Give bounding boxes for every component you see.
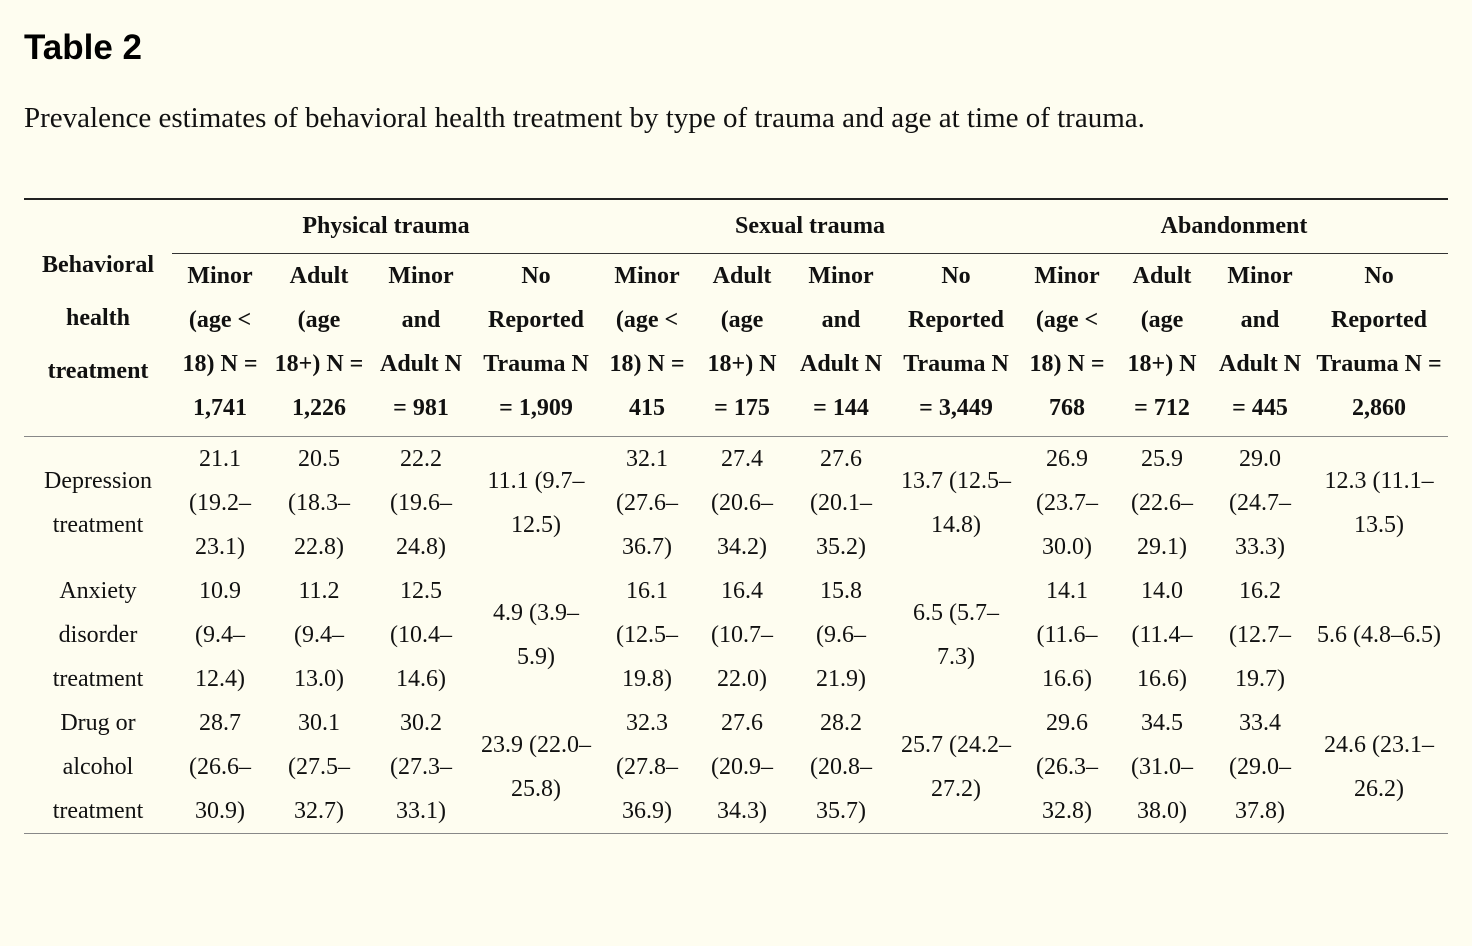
table-cell: 4.9 (3.9–5.9) (493, 600, 579, 670)
table-cell: 6.5 (5.7–7.3) (913, 600, 1000, 670)
table-cell: 16.2 (12.7–19.7) (1229, 578, 1292, 692)
table-cell: 15.8 (9.6–21.9) (816, 578, 867, 692)
table-cell: 34.5 (31.0–38.0) (1114, 701, 1211, 834)
sub-header-row: Minor (age < 18) N = 1,741 Adult (age 18… (24, 253, 1449, 437)
col-header: Adult (age 18+) N = 1,226 (268, 253, 370, 437)
table-cell: 11.2 (9.4–13.0) (294, 578, 344, 692)
group-header-sexual-trauma: Sexual trauma (600, 199, 1021, 254)
row-label: Anxiety disorder treatment (52, 578, 144, 692)
row-label: Drug or alcohol treatment (24, 701, 172, 834)
table-cell: 28.2 (20.8–35.7) (790, 701, 893, 834)
table-cell: 27.4 (20.6–34.2) (711, 446, 774, 560)
prevalence-table: Behavioral health treatment Physical tra… (24, 198, 1449, 834)
table-cell: 14.1 (11.6–16.6) (1036, 578, 1098, 692)
row-label: Depression treatment (44, 468, 152, 538)
table-cell: 25.7 (24.2–27.2) (892, 701, 1021, 834)
table-cell: 24.6 (23.1–26.2) (1310, 701, 1449, 834)
table-cell: 32.3 (27.8–36.9) (600, 701, 695, 834)
table-row: Depression treatment 21.1 (19.2–23.1) 20… (24, 437, 1448, 570)
table-cell: 10.9 (9.4–12.4) (195, 578, 245, 692)
table-cell: 33.4 (29.0–37.8) (1210, 701, 1311, 834)
table-cell: 25.9 (22.6–29.1) (1131, 446, 1194, 560)
col-header: Minor and Adult N = 981 (370, 253, 472, 437)
table-cell: 11.1 (9.7–12.5) (487, 468, 585, 538)
col-header: Minor (age < 18) N = 768 (1020, 253, 1115, 437)
group-header-abandonment: Abandonment (1020, 199, 1449, 254)
table-row: Anxiety disorder treatment 10.9 (9.4–12.… (24, 569, 1448, 701)
col-header: Minor and Adult N = 445 (1210, 253, 1311, 437)
table-cell: 23.9 (22.0–25.8) (472, 701, 601, 834)
table-cell: 28.7 (26.6–30.9) (172, 701, 268, 834)
table-cell: 12.3 (11.1–13.5) (1324, 468, 1434, 538)
table-cell: 21.1 (19.2–23.1) (189, 446, 251, 560)
col-header: No Reported Trauma N = 2,860 (1310, 253, 1449, 437)
table-cell: 13.7 (12.5–14.8) (901, 468, 1012, 538)
table-cell: 30.2 (27.3–33.1) (370, 701, 472, 834)
table-row: Drug or alcohol treatment 28.7 (26.6–30.… (24, 701, 1449, 834)
col-header: Minor (age < 18) N = 415 (600, 253, 695, 437)
table-cell: 14.0 (11.4–16.6) (1131, 578, 1193, 692)
table-cell: 12.5 (10.4–14.6) (390, 578, 452, 692)
table-title: Table 2 (24, 28, 143, 67)
table-cell: 16.1 (12.5–19.8) (616, 578, 679, 692)
table-cell: 16.4 (10.7–22.0) (711, 578, 774, 692)
table-cell: 26.9 (23.7–30.0) (1036, 446, 1099, 560)
table-cell: 29.0 (24.7–33.3) (1229, 446, 1292, 560)
col-header: No Reported Trauma N = 3,449 (892, 253, 1021, 437)
table-cell: 22.2 (19.6–24.8) (390, 446, 452, 560)
col-header: Adult (age 18+) N = 175 (694, 253, 791, 437)
table-cell: 20.5 (18.3–22.8) (288, 446, 350, 560)
col-header: No Reported Trauma N = 1,909 (472, 253, 601, 437)
table-cell: 5.6 (4.8–6.5) (1317, 622, 1442, 648)
table-cell: 27.6 (20.9–34.3) (694, 701, 791, 834)
col-header: Minor and Adult N = 144 (790, 253, 893, 437)
col-header: Minor (age < 18) N = 1,741 (172, 253, 268, 437)
table-cell: 32.1 (27.6–36.7) (616, 446, 679, 560)
table-cell: 29.6 (26.3–32.8) (1020, 701, 1115, 834)
table-cell: 27.6 (20.1–35.2) (810, 446, 873, 560)
group-header-physical-trauma: Physical trauma (172, 199, 601, 254)
table-caption: Prevalence estimates of behavioral healt… (24, 102, 1145, 134)
row-header-label: Behavioral health treatment (24, 199, 172, 437)
table-cell: 30.1 (27.5–32.7) (268, 701, 370, 834)
col-header: Adult (age 18+) N = 712 (1114, 253, 1211, 437)
group-header-row: Behavioral health treatment Physical tra… (24, 199, 1449, 437)
